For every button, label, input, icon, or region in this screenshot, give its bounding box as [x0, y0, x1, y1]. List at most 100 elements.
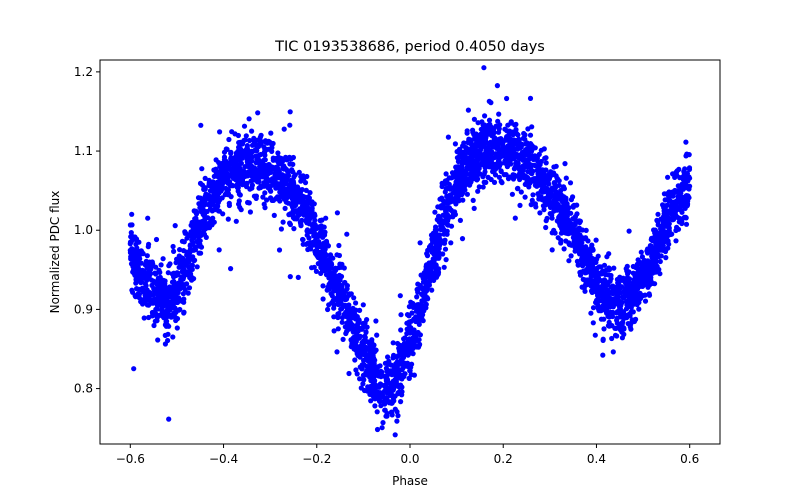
data-point [555, 235, 561, 241]
data-point [642, 258, 648, 264]
data-point [391, 368, 397, 374]
data-point [383, 384, 389, 390]
data-point [368, 398, 374, 404]
data-point [186, 232, 192, 238]
data-point [362, 333, 368, 339]
data-point [409, 310, 415, 316]
data-point [236, 201, 242, 207]
data-point [395, 390, 401, 396]
data-point [277, 159, 283, 165]
data-point [606, 319, 612, 325]
data-point [318, 256, 324, 262]
data-point [334, 349, 340, 355]
data-point [441, 264, 447, 270]
data-point [594, 298, 600, 304]
data-point [423, 275, 429, 281]
data-point [174, 299, 180, 306]
data-point [673, 212, 679, 218]
data-point [410, 351, 416, 357]
data-point [142, 281, 148, 287]
data-point [651, 227, 657, 233]
data-point [405, 352, 411, 358]
data-point [464, 128, 470, 134]
data-point [638, 249, 644, 255]
data-point [364, 324, 370, 330]
data-point [273, 185, 279, 191]
data-point [590, 265, 596, 271]
data-point [163, 323, 169, 329]
data-point [448, 185, 454, 191]
data-point [174, 286, 180, 293]
data-point [262, 157, 268, 163]
data-point [505, 143, 511, 149]
data-point [483, 148, 489, 154]
data-point [683, 139, 689, 145]
data-point [209, 221, 215, 227]
data-point [328, 291, 334, 297]
data-point [663, 203, 669, 209]
data-point [426, 279, 432, 286]
data-point [164, 295, 170, 302]
data-point [149, 309, 155, 316]
data-point [327, 284, 333, 290]
data-point [596, 308, 602, 314]
data-point [268, 195, 274, 201]
data-point [552, 207, 558, 213]
data-point [616, 307, 623, 313]
data-point [327, 256, 334, 262]
data-point [360, 377, 367, 383]
data-point [402, 362, 408, 368]
data-point [379, 425, 385, 431]
data-point [491, 144, 497, 150]
data-point [304, 201, 310, 208]
data-point [627, 324, 633, 330]
data-point [210, 199, 216, 206]
data-point [265, 185, 271, 191]
data-point [180, 257, 186, 263]
data-point [566, 205, 572, 211]
data-point [605, 313, 611, 319]
data-point [672, 174, 678, 180]
data-point [341, 265, 347, 271]
data-point [201, 228, 207, 234]
data-point [149, 277, 155, 283]
data-point [592, 269, 599, 275]
data-point [133, 265, 139, 271]
data-point [258, 173, 264, 179]
data-point [614, 320, 620, 326]
data-point [675, 206, 681, 212]
data-point [390, 384, 396, 390]
data-point [655, 222, 661, 228]
data-point [340, 336, 346, 342]
data-point [483, 179, 489, 185]
data-point [264, 197, 270, 203]
data-point [162, 332, 168, 338]
data-point [404, 330, 410, 337]
data-point [291, 181, 297, 187]
data-point [513, 121, 519, 127]
data-point [448, 175, 454, 181]
data-point [268, 130, 274, 136]
data-point [428, 232, 435, 238]
data-point [660, 247, 666, 253]
data-point [647, 262, 653, 268]
data-point [496, 129, 502, 135]
data-point [238, 160, 244, 166]
data-point [491, 179, 498, 185]
data-point [195, 219, 201, 225]
data-point [394, 418, 400, 424]
data-point [509, 191, 515, 197]
data-point [338, 288, 344, 294]
y-tick-label: 1.1 [74, 144, 93, 158]
data-point [471, 205, 477, 211]
data-point [322, 241, 328, 247]
data-point [588, 271, 594, 277]
data-point [518, 144, 524, 150]
data-point [374, 332, 380, 338]
data-point [196, 250, 202, 256]
data-point [523, 173, 529, 179]
data-point [147, 293, 153, 299]
data-point [651, 238, 657, 244]
data-point [337, 277, 343, 283]
data-point [378, 403, 384, 409]
